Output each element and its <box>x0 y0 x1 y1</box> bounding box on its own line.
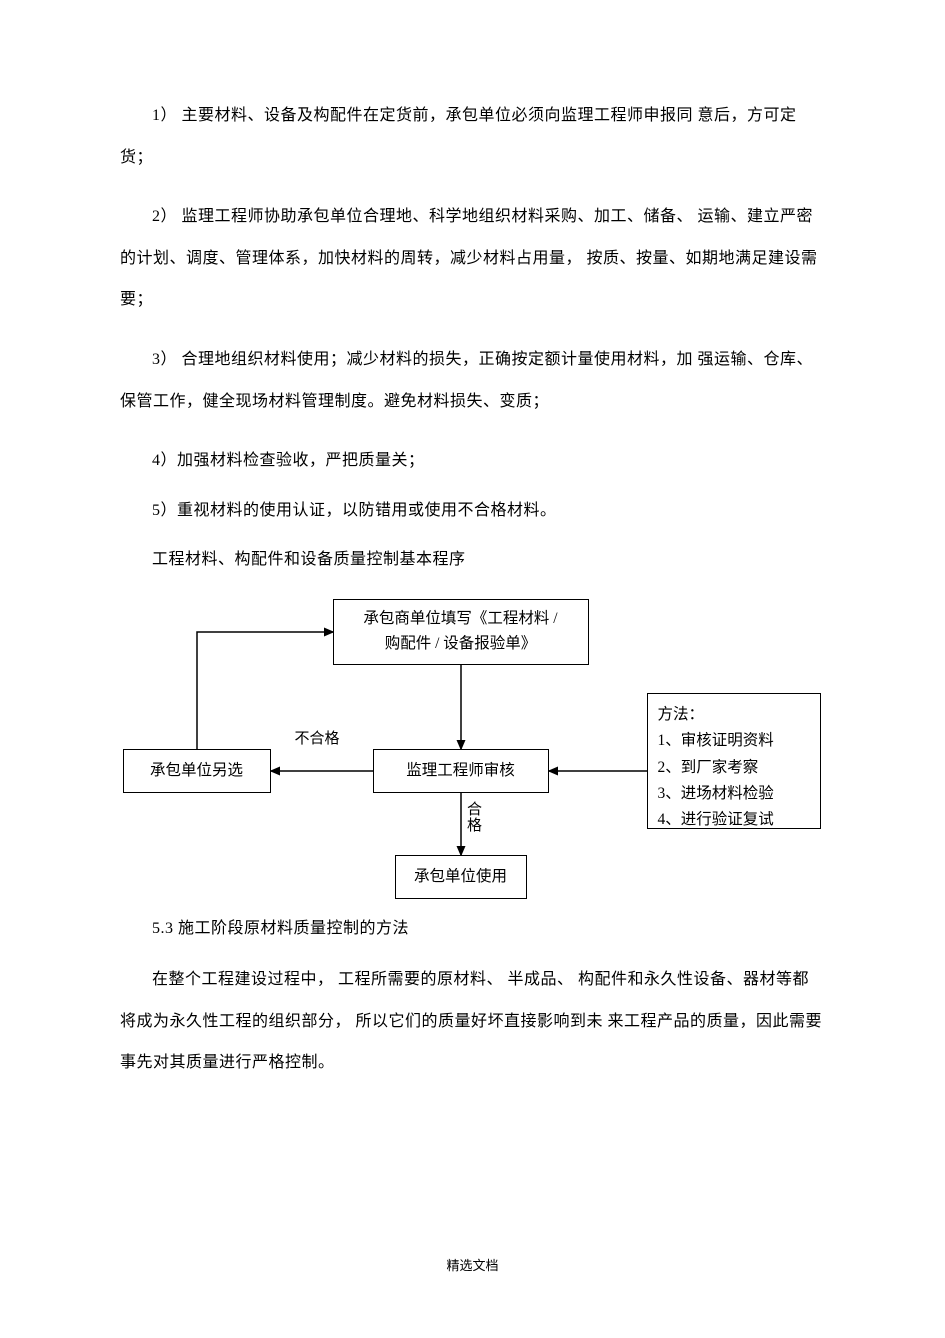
flowchart: 承包商单位填写《工程材料 / 购配件 / 设备报验单》 承包单位另选 监理工程师… <box>123 599 823 909</box>
flowchart-node-methods: 方法： 1、审核证明资料 2、到厂家考察 3、进场材料检验 4、进行验证复试 <box>647 693 821 829</box>
methods-title: 方法： <box>658 702 810 728</box>
flowchart-node-bottom: 承包单位使用 <box>395 855 527 899</box>
paragraph-1: 1） 主要材料、设备及构配件在定货前，承包单位必须向监理工程师申报同 意后，方可… <box>120 95 825 178</box>
paragraph-6: 工程材料、构配件和设备质量控制基本程序 <box>120 539 825 581</box>
flowchart-node-top-line2: 购配件 / 设备报验单》 <box>363 632 557 657</box>
flowchart-node-mid: 监理工程师审核 <box>373 749 549 793</box>
methods-item-2: 2、到厂家考察 <box>658 755 810 781</box>
paragraph-7: 在整个工程建设过程中， 工程所需要的原材料、 半成品、 构配件和永久性设备、器材… <box>120 959 825 1084</box>
flowchart-node-top: 承包商单位填写《工程材料 / 购配件 / 设备报验单》 <box>333 599 589 665</box>
paragraph-4: 4）加强材料检查验收，严把质量关； <box>120 440 825 482</box>
paragraph-3: 3） 合理地组织材料使用；减少材料的损失，正确按定额计量使用材料，加 强运输、仓… <box>120 339 825 422</box>
edge-label-pass: 合格 <box>467 802 483 835</box>
paragraph-2: 2） 监理工程师协助承包单位合理地、科学地组织材料采购、加工、储备、 运输、建立… <box>120 196 825 321</box>
section-title-5-3: 5.3 施工阶段原材料质量控制的方法 <box>120 913 825 945</box>
edge-label-fail: 不合格 <box>293 727 342 748</box>
methods-item-4: 4、进行验证复试 <box>658 807 810 833</box>
methods-item-3: 3、进场材料检验 <box>658 781 810 807</box>
flowchart-node-top-line1: 承包商单位填写《工程材料 / <box>363 607 557 632</box>
methods-item-1: 1、审核证明资料 <box>658 728 810 754</box>
flowchart-node-left: 承包单位另选 <box>123 749 271 793</box>
paragraph-5: 5）重视材料的使用认证，以防错用或使用不合格材料。 <box>120 490 825 532</box>
footer-text: 精选文档 <box>0 1255 945 1274</box>
